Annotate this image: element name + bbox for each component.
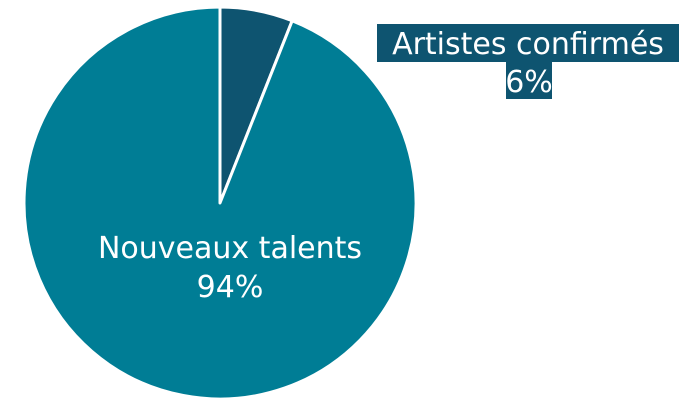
slice-value-box-artistes-confirmes [506,62,552,99]
slice-name-nouveaux-talents: Nouveaux talents [98,231,362,266]
slice-value-nouveaux-talents: 94% [197,270,264,305]
slice-label-nouveaux-talents: Nouveaux talents 94% [98,231,362,305]
slice-name-artistes-confirmes: Artistes confirmés [392,27,664,62]
pie-slices [22,5,418,399]
slice-value-artistes-confirmes: 6% [505,65,553,100]
slice-label-artistes-confirmes: Artistes confirmés 6% [377,24,679,100]
slice-name-box-artistes-confirmes [377,24,679,62]
pie-labels: Nouveaux talents 94% Artistes confirmés … [98,24,679,305]
slice-nouveaux-talents [22,5,418,399]
